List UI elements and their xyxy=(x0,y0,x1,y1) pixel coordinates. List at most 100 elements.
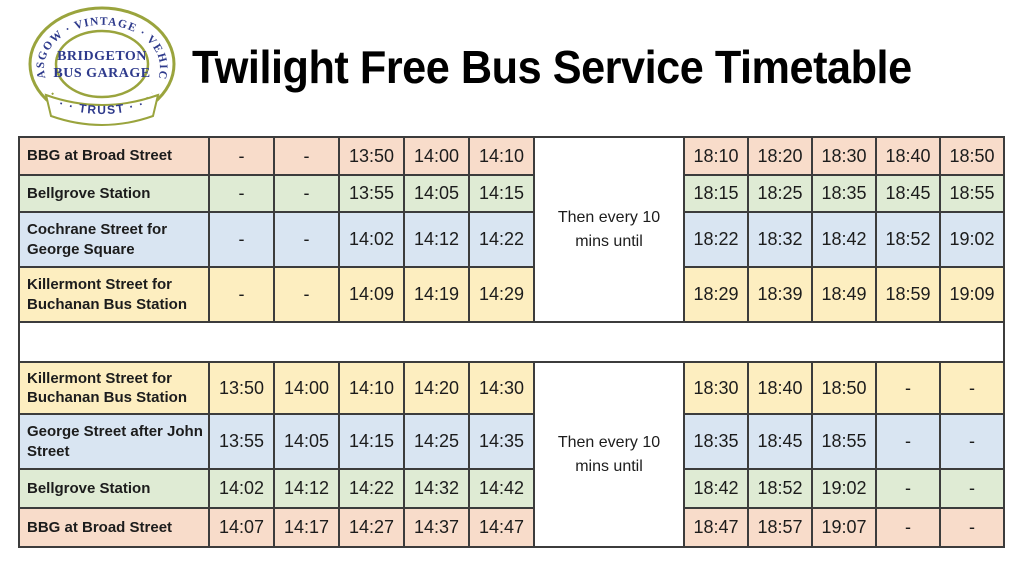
time-cell: - xyxy=(208,136,275,176)
table-row: BBG at Broad Street - - 13:50 14:00 14:1… xyxy=(18,136,1005,323)
time-cell: 14:29 xyxy=(468,266,535,323)
time-cell: 14:25 xyxy=(403,413,470,470)
time-cell: 19:07 xyxy=(811,507,877,548)
stop-name-cell: Bellgrove Station xyxy=(18,174,210,213)
time-cell: 14:09 xyxy=(338,266,405,323)
time-cell: 19:02 xyxy=(939,211,1005,268)
time-cell: 18:39 xyxy=(747,266,813,323)
table-row: Killermont Street for Buchanan Bus Stati… xyxy=(18,266,1005,323)
time-cell: 14:20 xyxy=(403,361,470,415)
stop-name-cell: Killermont Street for Buchanan Bus Stati… xyxy=(18,266,210,323)
time-cell: 18:20 xyxy=(747,136,813,176)
time-cell: 18:32 xyxy=(747,211,813,268)
time-cell: 14:12 xyxy=(273,468,340,509)
time-cell: 18:45 xyxy=(875,174,941,213)
table-row: BBG at Broad Street 14:07 14:17 14:27 14… xyxy=(18,507,1005,548)
note-cell: Then every 10 mins until xyxy=(533,136,685,323)
time-cell: 14:10 xyxy=(468,136,535,176)
table-spacer xyxy=(18,321,1005,363)
time-cell: 18:55 xyxy=(811,413,877,470)
time-cell: 18:35 xyxy=(811,174,877,213)
logo-ribbon xyxy=(44,93,160,126)
time-cell: 18:30 xyxy=(811,136,877,176)
time-cell: 18:42 xyxy=(811,211,877,268)
time-cell: - xyxy=(208,211,275,268)
time-cell: 18:15 xyxy=(683,174,749,213)
time-cell: 14:47 xyxy=(468,507,535,548)
time-cell: 18:22 xyxy=(683,211,749,268)
time-cell: 14:22 xyxy=(338,468,405,509)
time-cell: 14:37 xyxy=(403,507,470,548)
logo-center-line2: BUS GARAGE xyxy=(53,66,150,81)
time-cell: 18:45 xyxy=(747,413,813,470)
time-cell: - xyxy=(875,468,941,509)
time-cell: 13:50 xyxy=(338,136,405,176)
time-cell: 18:50 xyxy=(811,361,877,415)
time-cell: - xyxy=(939,507,1005,548)
time-cell: - xyxy=(939,468,1005,509)
time-cell: 14:27 xyxy=(338,507,405,548)
stop-name-cell: Cochrane Street for George Square xyxy=(18,211,210,268)
time-cell: 14:05 xyxy=(273,413,340,470)
time-cell: 14:00 xyxy=(273,361,340,415)
time-cell: 14:02 xyxy=(338,211,405,268)
time-cell: 18:57 xyxy=(747,507,813,548)
time-cell: 13:50 xyxy=(208,361,275,415)
time-cell: - xyxy=(208,174,275,213)
time-cell: - xyxy=(875,507,941,548)
time-cell: 14:10 xyxy=(338,361,405,415)
time-cell: 14:42 xyxy=(468,468,535,509)
time-cell: 18:55 xyxy=(939,174,1005,213)
time-cell: 18:25 xyxy=(747,174,813,213)
time-cell: 18:10 xyxy=(683,136,749,176)
bridgeton-bus-garage-logo: GLASGOW · VINTAGE · VEHICLE BRIDGETON BU… xyxy=(26,5,176,126)
table-row: Bellgrove Station - - 13:55 14:05 14:15 … xyxy=(18,174,1005,213)
time-cell: - xyxy=(208,266,275,323)
time-cell: - xyxy=(273,211,340,268)
time-cell: - xyxy=(273,174,340,213)
table-row: George Street after John Street 13:55 14… xyxy=(18,413,1005,470)
time-cell: 14:22 xyxy=(468,211,535,268)
time-cell: 18:35 xyxy=(683,413,749,470)
time-cell: - xyxy=(273,266,340,323)
time-cell: 18:52 xyxy=(747,468,813,509)
time-cell: 18:40 xyxy=(875,136,941,176)
time-cell: - xyxy=(273,136,340,176)
time-cell: 18:59 xyxy=(875,266,941,323)
table-row: Cochrane Street for George Square - - 14… xyxy=(18,211,1005,268)
time-cell: 13:55 xyxy=(338,174,405,213)
time-cell: 14:05 xyxy=(403,174,470,213)
logo-center-line1: BRIDGETON xyxy=(57,49,147,64)
time-cell: 14:15 xyxy=(468,174,535,213)
table-row: Killermont Street for Buchanan Bus Stati… xyxy=(18,361,1005,548)
table-row: Bellgrove Station 14:02 14:12 14:22 14:3… xyxy=(18,468,1005,509)
stop-name-cell: BBG at Broad Street xyxy=(18,136,210,176)
time-cell: 14:30 xyxy=(468,361,535,415)
timetable: BBG at Broad Street - - 13:50 14:00 14:1… xyxy=(18,136,1005,548)
time-cell: 18:30 xyxy=(683,361,749,415)
stop-name-cell: Killermont Street for Buchanan Bus Stati… xyxy=(18,361,210,415)
time-cell: 14:02 xyxy=(208,468,275,509)
logo-inner-ring xyxy=(54,29,150,99)
stop-name-cell: BBG at Broad Street xyxy=(18,507,210,548)
time-cell: 14:07 xyxy=(208,507,275,548)
spacer-row xyxy=(18,321,1005,363)
time-cell: 13:55 xyxy=(208,413,275,470)
time-cell: 14:00 xyxy=(403,136,470,176)
stop-name-cell: Bellgrove Station xyxy=(18,468,210,509)
logo-ribbon-label: · · TRUST · · xyxy=(57,96,146,117)
stop-name-cell: George Street after John Street xyxy=(18,413,210,470)
time-cell: 14:15 xyxy=(338,413,405,470)
time-cell: 18:40 xyxy=(747,361,813,415)
time-cell: - xyxy=(875,361,941,415)
time-cell: 18:47 xyxy=(683,507,749,548)
time-cell: 18:50 xyxy=(939,136,1005,176)
time-cell: 14:12 xyxy=(403,211,470,268)
time-cell: - xyxy=(939,413,1005,470)
time-cell: 19:02 xyxy=(811,468,877,509)
time-cell: 18:49 xyxy=(811,266,877,323)
time-cell: - xyxy=(939,361,1005,415)
time-cell: 19:09 xyxy=(939,266,1005,323)
time-cell: 18:42 xyxy=(683,468,749,509)
time-cell: 18:29 xyxy=(683,266,749,323)
